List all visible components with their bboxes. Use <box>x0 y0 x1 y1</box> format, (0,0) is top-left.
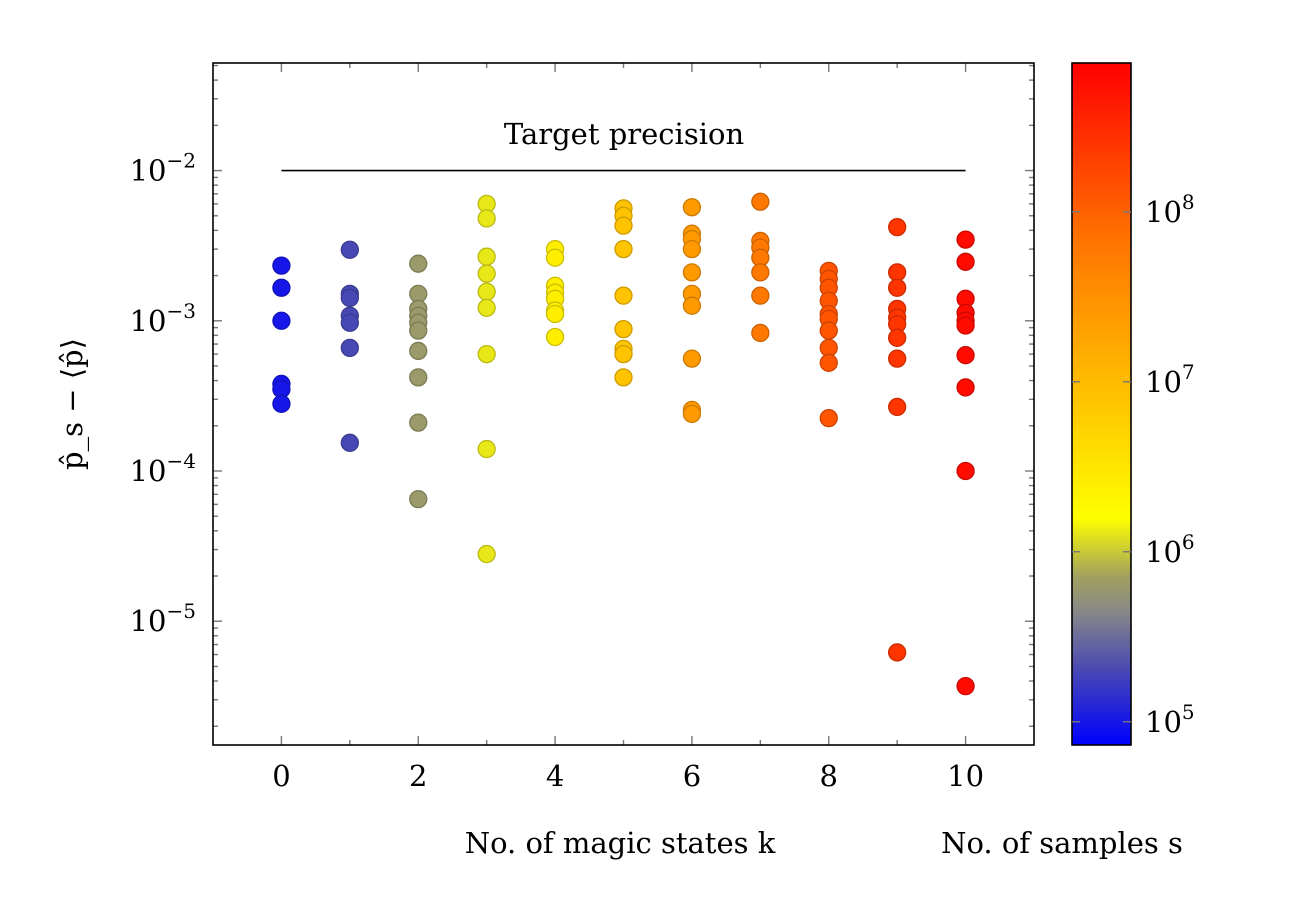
data-point <box>682 296 702 315</box>
data-point <box>477 298 496 317</box>
data-point <box>477 282 496 301</box>
data-point <box>888 218 907 237</box>
data-point <box>409 413 428 432</box>
data-point <box>340 288 359 308</box>
data-point <box>614 368 633 387</box>
data-point <box>682 239 702 259</box>
data-point <box>682 404 702 424</box>
colorbar-tick-label: 105 <box>1145 700 1195 739</box>
data-point <box>614 319 633 339</box>
colorbar-tick-label: 106 <box>1145 530 1195 569</box>
data-point <box>819 321 838 340</box>
data-point <box>956 378 975 397</box>
data-point <box>751 263 770 282</box>
data-point <box>751 286 770 305</box>
axis-ticks <box>213 63 1034 745</box>
data-point <box>614 344 633 364</box>
data-point <box>545 327 565 347</box>
data-point <box>614 286 633 305</box>
colorbar-tick-label: 107 <box>1145 360 1195 399</box>
data-point <box>956 252 975 271</box>
data-point <box>409 368 428 387</box>
colorbar-ticks: 105 106 107 108 <box>1072 190 1195 739</box>
data-point <box>614 216 633 235</box>
data-point <box>956 346 975 365</box>
data-point <box>956 316 975 335</box>
data-point <box>888 263 907 282</box>
data-point <box>477 264 496 283</box>
data-point <box>751 323 770 343</box>
data-point <box>682 263 702 282</box>
data-point <box>409 489 428 509</box>
data-point <box>409 341 428 361</box>
data-point <box>682 349 702 368</box>
data-points <box>272 192 975 696</box>
data-point <box>614 239 633 259</box>
y-tick-labels: 10−2 10−3 10−4 10−5 <box>130 149 196 639</box>
data-point <box>819 353 838 372</box>
data-point <box>409 321 428 340</box>
data-point <box>956 461 975 481</box>
y-tick-label: 10−3 <box>130 299 196 338</box>
x-tick-label: 4 <box>546 759 564 793</box>
x-tick-label: 2 <box>409 759 427 793</box>
colorbar-label: No. of samples s <box>941 826 1183 860</box>
data-point <box>956 230 975 249</box>
data-point <box>956 676 975 696</box>
data-point <box>340 313 359 332</box>
data-point <box>477 544 496 564</box>
colorbar-tick-label: 108 <box>1145 190 1195 229</box>
data-point <box>888 349 907 368</box>
target-precision-label: Target precision <box>504 117 744 151</box>
x-tick-label: 8 <box>820 759 838 793</box>
data-point <box>272 394 291 413</box>
y-axis-label: p̂_s − ⟨p̂⟩ <box>55 338 90 470</box>
x-tick-labels: 0 2 4 6 8 10 <box>272 759 984 793</box>
data-point <box>272 256 291 275</box>
y-tick-label: 10−4 <box>130 449 196 488</box>
data-point <box>409 254 428 273</box>
data-point <box>340 338 359 358</box>
x-axis-label: No. of magic states k <box>465 826 776 860</box>
data-point <box>888 328 907 347</box>
colorbar <box>1071 62 1132 746</box>
data-point <box>340 240 359 259</box>
data-point <box>888 278 907 297</box>
plot-frame <box>212 62 1035 746</box>
data-point <box>477 344 496 364</box>
x-tick-label: 10 <box>947 759 984 793</box>
data-point <box>819 408 838 428</box>
data-point <box>545 304 565 324</box>
data-point <box>888 643 907 662</box>
data-point <box>272 311 291 330</box>
data-point <box>477 209 496 228</box>
data-point <box>477 439 496 459</box>
data-point <box>682 198 702 217</box>
y-tick-label: 10−2 <box>130 149 196 188</box>
data-point <box>272 278 291 297</box>
x-tick-label: 0 <box>272 759 290 793</box>
data-point <box>477 247 496 266</box>
data-point <box>751 192 770 211</box>
data-point <box>340 433 359 452</box>
x-tick-label: 6 <box>683 759 701 793</box>
y-tick-label: 10−5 <box>130 599 196 638</box>
data-point <box>888 397 907 417</box>
data-point <box>545 248 565 267</box>
